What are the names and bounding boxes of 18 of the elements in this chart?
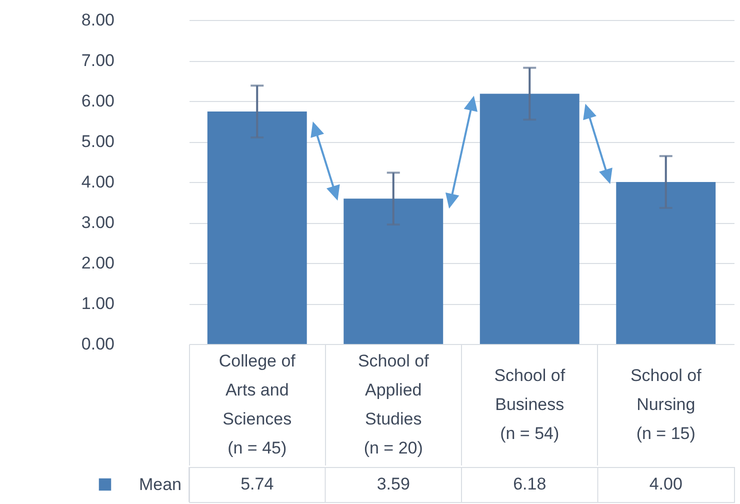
y-tick-label: 3.00 [81,213,114,232]
y-tick-label: 6.00 [81,92,114,110]
x-tick-label: School of Nursing (n = 15) [630,366,702,443]
y-tick-label: 4.00 [81,172,114,192]
y-tick-label: 2.00 [81,254,114,272]
y-tick-label: 8.00 [81,10,114,30]
text: 5.74 [240,474,274,494]
y-tick-label: 0.00 [81,334,114,354]
y-tick-label: 1.00 [81,294,114,313]
text: 6.18 [513,474,546,494]
text: 4.00 [649,474,682,494]
x-tick-label: School of Applied Studies (n = 20) [358,352,430,458]
legend-label: Mean [138,475,182,494]
y-tick-label: 7.00 [81,51,114,70]
x-tick-label: College of Arts and Sciences (n = 45) [218,352,296,458]
y-tick-label: 5.00 [81,132,114,151]
text: 3.59 [376,474,410,494]
x-tick-label: School of Business (n = 54) [494,366,566,443]
